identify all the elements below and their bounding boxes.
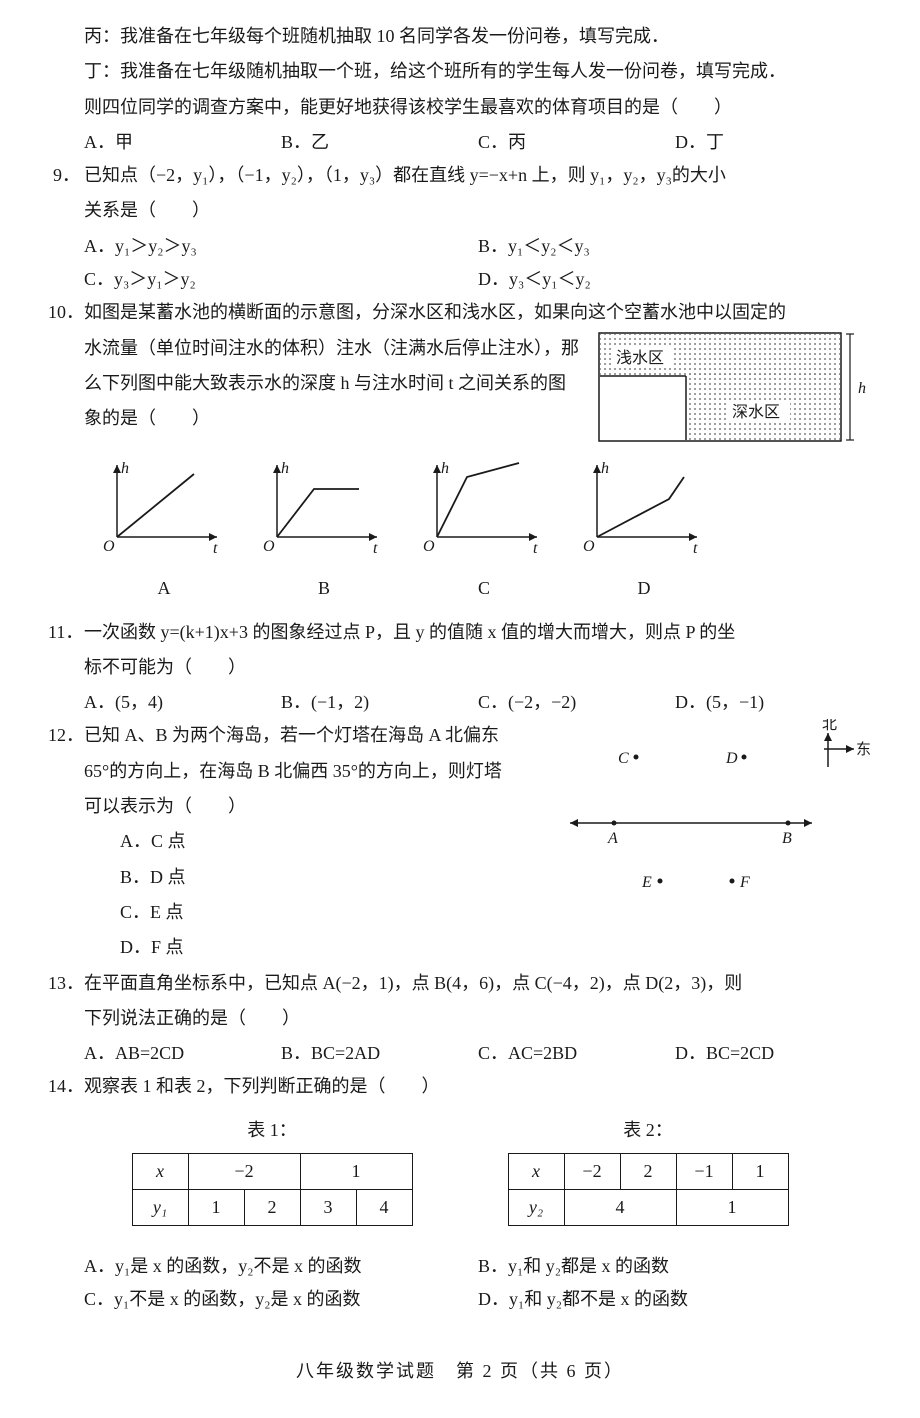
q9-optD: D．y₃＜y₁＜y₂	[478, 263, 872, 296]
q14-options: A．y₁是 x 的函数，y₂不是 x 的函数 B．y₁和 y₂都是 x 的函数 …	[48, 1250, 872, 1317]
q14-num: 14．	[48, 1070, 84, 1105]
svg-text:t: t	[533, 540, 538, 557]
q14-table1-title: 表 1：	[132, 1114, 413, 1147]
q12-l1: 已知 A、B 为两个海岛，若一个灯塔在海岛 A 北偏东	[84, 719, 540, 752]
q10-num: 10．	[48, 296, 84, 453]
q11-l2: 标不可能为（ ）	[84, 651, 872, 684]
q13-l2: 下列说法正确的是（ ）	[84, 1002, 872, 1035]
q10-labelB: B	[244, 572, 404, 605]
q14-optB: B．y₁和 y₂都是 x 的函数	[478, 1250, 872, 1283]
q13-l1: 在平面直角坐标系中，已知点 A(−2，1)，点 B(4，6)，点 C(−4，2)…	[84, 967, 872, 1000]
q10-graph-B: h t O	[259, 459, 389, 559]
svg-text:h: h	[121, 460, 129, 477]
q10-graphs: htOA htOB htOC htOD	[48, 459, 872, 606]
intro-optB: B．乙	[281, 126, 478, 159]
q13-optB: B．BC=2AD	[281, 1037, 478, 1070]
q10: 10． 如图是某蓄水池的横断面的示意图，分深水区和浅水区，如果向这个空蓄水池中以…	[48, 296, 872, 453]
q14-optC: C．y₁不是 x 的函数，y₂是 x 的函数	[84, 1283, 478, 1316]
q13-optD: D．BC=2CD	[675, 1037, 872, 1070]
svg-text:A: A	[607, 830, 618, 847]
q11-l1: 一次函数 y=(k+1)x+3 的图象经过点 P，且 y 的值随 x 值的增大而…	[84, 616, 872, 649]
q14-optD: D．y₁和 y₂都不是 x 的函数	[478, 1283, 872, 1316]
q14: 14． 观察表 1 和表 2，下列判断正确的是（ ）	[48, 1070, 872, 1105]
q9-optA: A．y₁＞y₂＞y₃	[84, 230, 478, 263]
q10-labelD: D	[564, 572, 724, 605]
svg-text:E: E	[641, 874, 652, 891]
q10-l4: 象的是（ ）	[84, 402, 588, 435]
intro-optC: C．丙	[478, 126, 675, 159]
svg-text:O: O	[103, 538, 115, 555]
q12-optC: C．E 点	[84, 896, 540, 929]
q12-l3: 可以表示为（ ）	[84, 790, 540, 823]
svg-text:t: t	[693, 540, 698, 557]
q14-stem: 观察表 1 和表 2，下列判断正确的是（ ）	[84, 1070, 872, 1103]
q11: 11． 一次函数 y=(k+1)x+3 的图象经过点 P，且 y 的值随 x 值…	[48, 616, 872, 720]
q13-optC: C．AC=2BD	[478, 1037, 675, 1070]
q11-optB: B．(−1，2)	[281, 686, 478, 719]
q12-optA: A．C 点	[84, 825, 540, 858]
q14-tables: 表 1： x−21y₁1234 表 2： x−22−11y₂41	[48, 1114, 872, 1226]
q9-optC: C．y₃＞y₁＞y₂	[84, 263, 478, 296]
intro-optA: A．甲	[84, 126, 281, 159]
q13-num: 13．	[48, 967, 84, 1071]
svg-text:h: h	[601, 460, 609, 477]
q12-optD: D．F 点	[84, 931, 540, 964]
q11-optD: D．(5，−1)	[675, 686, 872, 719]
intro-bing: 丙：我准备在七年级每个班随机抽取 10 名同学各发一份问卷，填写完成．	[48, 20, 872, 53]
page-footer: 八年级数学试题 第 2 页（共 6 页）	[48, 1355, 872, 1388]
svg-text:O: O	[263, 538, 275, 555]
q9-num: 9．	[48, 159, 84, 296]
q12-l2: 65°的方向上，在海岛 B 北偏西 35°的方向上，则灯塔	[84, 755, 540, 788]
svg-text:深水区: 深水区	[732, 403, 780, 421]
q14-table2-title: 表 2：	[508, 1114, 789, 1147]
svg-text:O: O	[423, 538, 435, 555]
q14-table2: 表 2： x−22−11y₂41	[508, 1114, 789, 1226]
svg-text:C: C	[618, 750, 629, 767]
q12: 12． 已知 A、B 为两个海岛，若一个灯塔在海岛 A 北偏东 65°的方向上，…	[48, 719, 872, 966]
q14-table1: 表 1： x−21y₁1234	[132, 1114, 413, 1226]
svg-text:浅水区: 浅水区	[616, 349, 664, 367]
q11-num: 11．	[48, 616, 84, 720]
q10-l3: 么下列图中能大致表示水的深度 h 与注水时间 t 之间关系的图	[84, 367, 588, 400]
intro-optD: D．丁	[675, 126, 872, 159]
q10-l1: 如图是某蓄水池的横断面的示意图，分深水区和浅水区，如果向这个空蓄水池中以固定的	[84, 296, 872, 329]
q11-optA: A．(5，4)	[84, 686, 281, 719]
intro-ze: 则四位同学的调查方案中，能更好地获得该校学生最喜欢的体育项目的是（ ）	[48, 91, 872, 124]
q12-diagram: A B C D E F 北东	[552, 719, 872, 966]
q12-optB: B．D 点	[84, 861, 540, 894]
svg-text:h: h	[281, 460, 289, 477]
q9-optB: B．y₁＜y₂＜y₃	[478, 230, 872, 263]
svg-text:北: 北	[822, 719, 837, 733]
svg-text:D: D	[725, 750, 738, 767]
q10-graph-A: h t O	[99, 459, 229, 559]
svg-text:O: O	[583, 538, 595, 555]
svg-text:B: B	[782, 830, 792, 847]
svg-text:t: t	[213, 540, 218, 557]
q9: 9． 已知点（−2，y₁），（−1，y₂），（1，y₃）都在直线 y=−x+n …	[48, 159, 872, 296]
q10-graph-D: h t O	[579, 459, 709, 559]
q14-optA: A．y₁是 x 的函数，y₂不是 x 的函数	[84, 1250, 478, 1283]
svg-text:h: h	[441, 460, 449, 477]
q10-pool-diagram: 浅水区深水区 h	[598, 332, 872, 453]
svg-text:东: 东	[856, 741, 871, 758]
q11-optC: C．(−2，−2)	[478, 686, 675, 719]
q10-l2: 水流量（单位时间注水的体积）注水（注满水后停止注水），那	[84, 332, 588, 365]
q13: 13． 在平面直角坐标系中，已知点 A(−2，1)，点 B(4，6)，点 C(−…	[48, 967, 872, 1071]
q10-labelA: A	[84, 572, 244, 605]
q9-stem: 已知点（−2，y₁），（−1，y₂），（1，y₃）都在直线 y=−x+n 上，则…	[84, 159, 872, 192]
q9-stem2: 关系是（ ）	[84, 194, 872, 227]
intro-ding: 丁：我准备在七年级随机抽取一个班，给这个班所有的学生每人发一份问卷，填写完成．	[48, 55, 872, 88]
intro-options: A．甲 B．乙 C．丙 D．丁	[48, 126, 872, 159]
q10-graph-C: h t O	[419, 459, 549, 559]
svg-text:h: h	[858, 380, 866, 397]
svg-text:t: t	[373, 540, 378, 557]
q13-optA: A．AB=2CD	[84, 1037, 281, 1070]
svg-text:F: F	[739, 874, 750, 891]
q12-num: 12．	[48, 719, 84, 966]
q10-labelC: C	[404, 572, 564, 605]
